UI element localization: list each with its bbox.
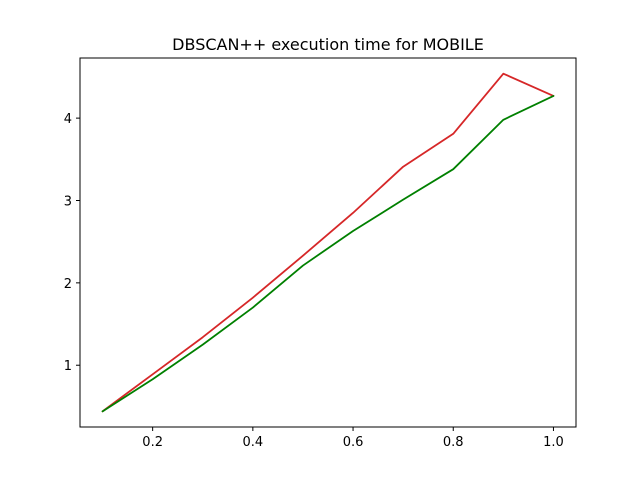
x-tick-label: 0.2	[142, 435, 163, 450]
x-tick-label: 0.4	[243, 435, 264, 450]
y-axis: 1 2 3 4	[64, 112, 80, 374]
x-tick-label: 0.8	[443, 435, 464, 450]
x-axis: 0.2 0.4 0.6 0.8 1.0	[142, 427, 564, 450]
series-line-1	[101, 72, 555, 413]
x-tick-label: 1.0	[543, 435, 564, 450]
y-tick-label: 1	[64, 359, 72, 374]
x-tick-label: 0.6	[343, 435, 364, 450]
plot-area-frame	[79, 57, 577, 428]
y-tick-label: 2	[64, 277, 72, 292]
y-tick-label: 3	[64, 194, 72, 209]
series-layer	[101, 72, 555, 413]
chart-title: DBSCAN++ execution time for MOBILE	[172, 35, 484, 54]
y-tick-label: 4	[64, 112, 72, 127]
series-line-2	[101, 94, 555, 413]
